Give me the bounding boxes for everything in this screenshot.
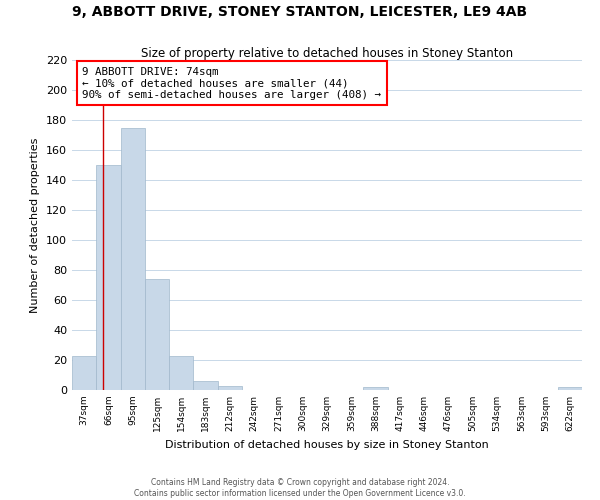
Bar — [121, 128, 145, 390]
Bar — [218, 386, 242, 390]
Y-axis label: Number of detached properties: Number of detached properties — [31, 138, 40, 312]
Bar — [558, 387, 582, 390]
Bar — [193, 381, 218, 390]
Text: Contains HM Land Registry data © Crown copyright and database right 2024.
Contai: Contains HM Land Registry data © Crown c… — [134, 478, 466, 498]
Title: Size of property relative to detached houses in Stoney Stanton: Size of property relative to detached ho… — [141, 47, 513, 60]
X-axis label: Distribution of detached houses by size in Stoney Stanton: Distribution of detached houses by size … — [165, 440, 489, 450]
Bar — [145, 279, 169, 390]
Bar — [96, 165, 121, 390]
Bar — [364, 387, 388, 390]
Bar — [169, 356, 193, 390]
Text: 9 ABBOTT DRIVE: 74sqm
← 10% of detached houses are smaller (44)
90% of semi-deta: 9 ABBOTT DRIVE: 74sqm ← 10% of detached … — [82, 66, 381, 100]
Text: 9, ABBOTT DRIVE, STONEY STANTON, LEICESTER, LE9 4AB: 9, ABBOTT DRIVE, STONEY STANTON, LEICEST… — [73, 5, 527, 19]
Bar — [72, 356, 96, 390]
